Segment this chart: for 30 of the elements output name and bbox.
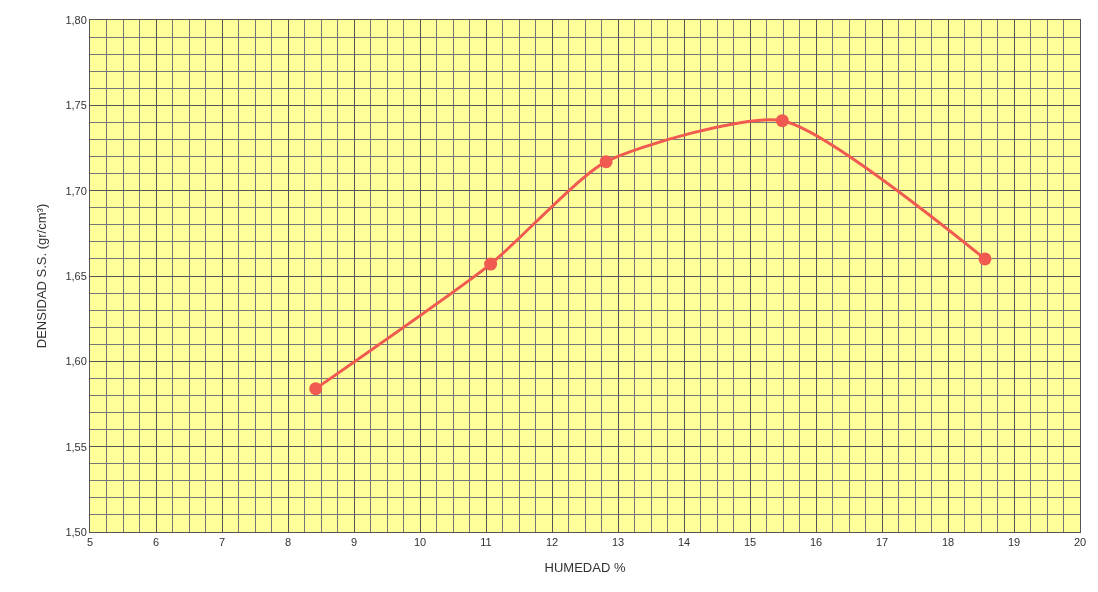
- x-tick-label: 15: [743, 536, 757, 549]
- y-tick-label: 1,70: [65, 184, 87, 197]
- x-tick-label: 16: [809, 536, 823, 549]
- y-tick-label: 1,80: [65, 13, 87, 26]
- x-tick-label: 11: [480, 536, 492, 549]
- y-tick-label: 1,65: [65, 269, 87, 282]
- x-tick-label: 6: [152, 536, 160, 549]
- y-tick-label: 1,55: [65, 440, 87, 453]
- y-tick-label: 1,50: [65, 525, 87, 538]
- x-tick-label: 12: [545, 536, 559, 549]
- x-tick-label: 5: [86, 536, 94, 549]
- point: [775, 114, 789, 128]
- x-tick-label: 20: [1073, 536, 1087, 549]
- point: [309, 382, 323, 396]
- x-tick-label: 10: [413, 536, 427, 549]
- point: [978, 252, 992, 266]
- y-tick-label: 1,60: [65, 355, 87, 368]
- point: [599, 155, 613, 169]
- x-axis-title: HUMEDAD %: [544, 559, 626, 575]
- x-tick-label: 18: [941, 536, 955, 549]
- x-tick-label: 8: [284, 536, 292, 549]
- x-tick-label: 14: [677, 536, 691, 549]
- x-tick-label: 7: [218, 536, 226, 549]
- point: [484, 257, 498, 271]
- x-tick-label: 13: [611, 536, 625, 549]
- x-tick-label: 19: [1007, 536, 1021, 549]
- x-tick-label: 17: [875, 536, 889, 549]
- x-tick-label: 9: [350, 536, 358, 549]
- y-tick-label: 1,75: [65, 99, 87, 112]
- y-axis-title: DENSIDAD S.S. (gr/cm³): [34, 203, 50, 349]
